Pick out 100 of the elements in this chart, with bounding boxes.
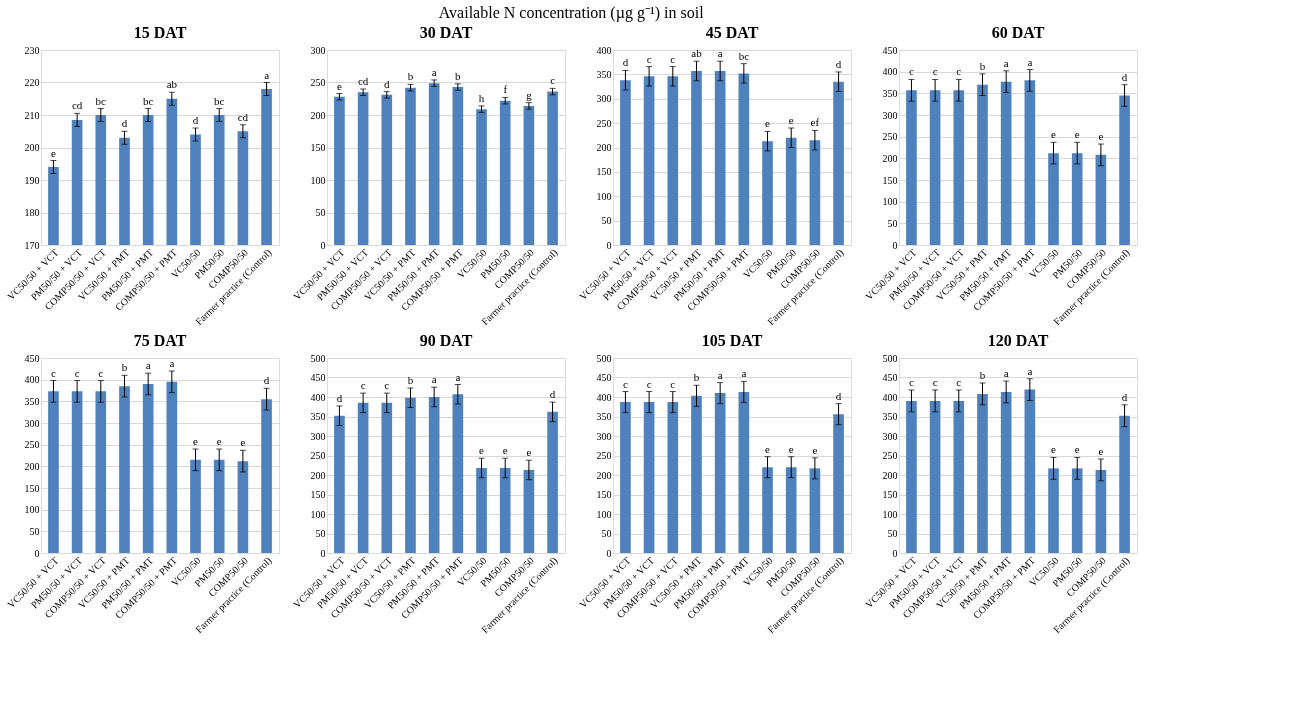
- y-tick-label: 100: [24, 504, 40, 516]
- data-label: e: [1051, 443, 1057, 456]
- bar: [906, 90, 917, 245]
- data-label: a: [717, 47, 723, 60]
- y-tick-label: 170: [24, 239, 40, 251]
- y-tick-label: 150: [24, 482, 40, 494]
- y-tick-label: 300: [596, 430, 612, 442]
- bar: [1095, 154, 1107, 245]
- data-label: c: [646, 377, 652, 390]
- y-tick-label: 200: [310, 469, 326, 481]
- y-tick-label: 250: [882, 131, 898, 143]
- y-tick-label: 150: [596, 166, 612, 178]
- data-label: e: [765, 117, 771, 130]
- data-label: c: [50, 366, 56, 379]
- data-label: b: [979, 59, 986, 72]
- bar: [381, 402, 393, 553]
- bar: [953, 90, 965, 245]
- bar: [809, 140, 821, 245]
- y-tick-label: 230: [24, 44, 40, 56]
- data-label: e: [50, 146, 56, 159]
- y-tick-label: 50: [887, 217, 898, 229]
- data-label: bc: [214, 94, 225, 107]
- bar: [1119, 95, 1130, 245]
- y-tick-label: 150: [882, 174, 898, 186]
- bar: [1071, 153, 1083, 245]
- y-tick-label: 400: [596, 391, 612, 403]
- y-tick-label: 190: [24, 174, 40, 186]
- data-label: c: [74, 366, 80, 379]
- bar: [762, 467, 773, 553]
- bar: [929, 90, 941, 245]
- data-label: d: [263, 374, 270, 387]
- bar: [714, 70, 726, 245]
- data-label: c: [384, 379, 390, 392]
- y-tick-label: 350: [596, 411, 612, 422]
- data-label: a: [741, 367, 747, 380]
- data-label: a: [431, 65, 437, 78]
- bar: [1000, 81, 1012, 245]
- y-tick-label: 400: [882, 66, 898, 78]
- bar: [523, 469, 535, 553]
- data-label: e: [788, 114, 794, 126]
- data-label: g: [526, 88, 533, 101]
- y-tick-label: 500: [882, 352, 898, 364]
- data-label: e: [788, 442, 794, 455]
- y-tick-label: 50: [601, 215, 612, 227]
- data-label: c: [550, 74, 556, 87]
- data-label: b: [121, 361, 128, 374]
- bar: [620, 80, 631, 245]
- data-label: e: [1098, 445, 1104, 458]
- data-label: a: [431, 373, 437, 386]
- bar: [977, 393, 988, 553]
- y-tick-label: 300: [310, 44, 326, 56]
- bar: [906, 400, 917, 553]
- data-label: ab: [166, 78, 178, 91]
- bar: [643, 402, 655, 553]
- y-tick-label: 100: [310, 508, 326, 520]
- y-tick-label: 500: [310, 352, 326, 364]
- bar: [357, 402, 369, 553]
- bar: [1048, 468, 1059, 553]
- data-label: c: [956, 65, 962, 78]
- bar: [48, 391, 59, 553]
- bar: [334, 415, 345, 553]
- data-label: c: [956, 375, 962, 388]
- data-label: e: [812, 443, 818, 456]
- y-tick-label: 220: [24, 77, 40, 88]
- data-label: e: [1051, 128, 1057, 141]
- bar: [1024, 80, 1036, 245]
- y-tick-label: 400: [24, 374, 40, 386]
- data-label: bc: [142, 94, 154, 107]
- y-tick-label: 250: [310, 77, 326, 88]
- chart-title: 75 DAT: [133, 332, 187, 349]
- y-tick-label: 50: [315, 528, 326, 539]
- y-tick-label: 0: [892, 239, 898, 251]
- data-label: c: [622, 377, 628, 390]
- bar: [833, 81, 844, 245]
- y-tick-label: 50: [29, 525, 40, 537]
- data-label: c: [670, 377, 676, 390]
- data-label: b: [407, 374, 414, 387]
- data-label: a: [1003, 56, 1009, 69]
- y-tick-label: 0: [606, 239, 612, 251]
- bar: [547, 411, 558, 553]
- data-label: e: [1074, 128, 1080, 141]
- y-tick-label: 300: [882, 109, 898, 121]
- bar: [785, 137, 797, 245]
- data-label: a: [1027, 364, 1033, 377]
- data-label: b: [455, 69, 462, 82]
- y-tick-label: 300: [882, 430, 898, 442]
- y-tick-label: 250: [882, 450, 898, 461]
- data-label: a: [1003, 367, 1009, 380]
- data-label: e: [240, 436, 246, 449]
- bar: [213, 459, 225, 553]
- bar: [691, 70, 702, 245]
- y-tick-label: 200: [24, 142, 40, 153]
- y-tick-label: 0: [892, 547, 898, 559]
- chart-title: 90 DAT: [419, 332, 473, 349]
- chart-title: 60 DAT: [991, 24, 1045, 41]
- data-label: h: [478, 91, 485, 104]
- y-tick-label: 250: [24, 439, 40, 451]
- data-label: e: [216, 435, 222, 447]
- bar: [95, 391, 107, 553]
- bar: [1000, 391, 1012, 553]
